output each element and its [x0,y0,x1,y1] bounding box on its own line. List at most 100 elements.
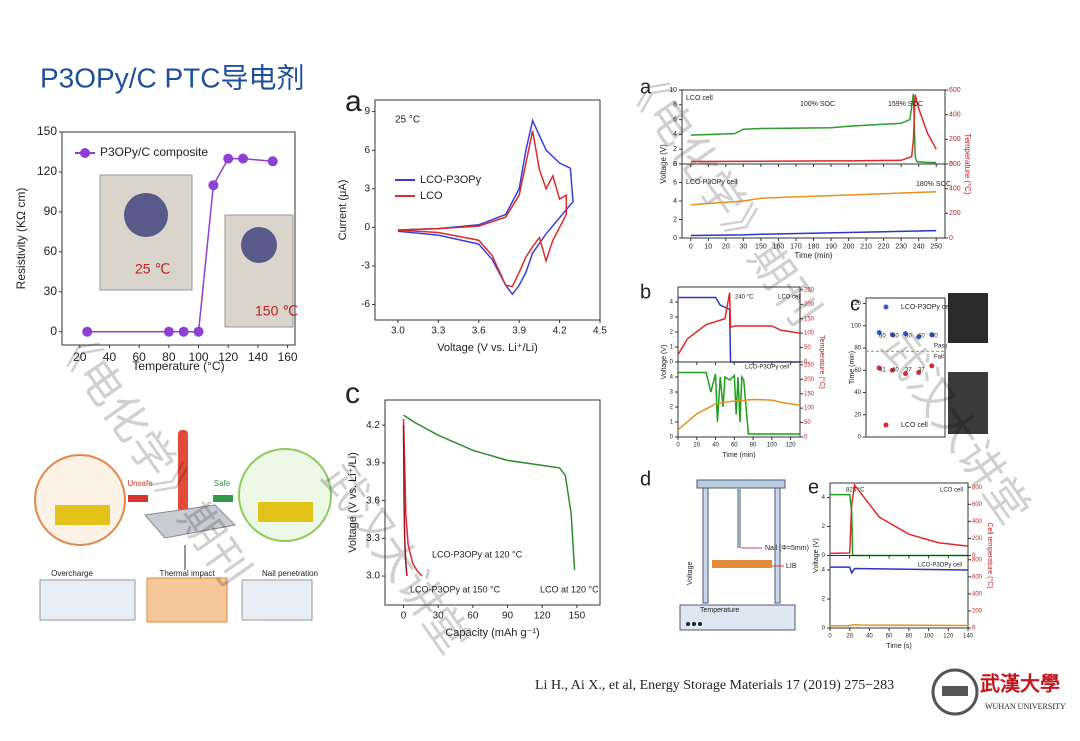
x-tick-label: 230 [895,243,907,250]
electrode [55,505,110,525]
y2-tick-label: 100 [804,331,815,337]
plot-frame [374,99,601,321]
plot-frame [677,361,801,438]
y2-tick-label: 0 [804,435,808,441]
y2-tick-label: 0 [949,235,953,242]
x-tick-label: 4.2 [553,326,567,337]
annotation: 100% SOC [800,101,835,108]
x-tick-label: 30 [433,611,445,622]
annotation: LCO cell [940,488,963,494]
slide-title: P3OPy/C PTC导电剂 [40,62,304,93]
scheme-label: Safe [214,479,231,488]
series-label: LCO-P3OPy at 120 °C [432,549,523,559]
x-tick-label: 160 [278,350,298,364]
setup-label: Nail (Φ=5mm) [765,545,809,552]
y2-tick-label: 200 [949,210,961,217]
legend-label: LCO-P3OPy cell [901,304,953,311]
y2-tick-label: 200 [804,302,815,308]
photo-logo [241,227,277,263]
y-tick-label: -3 [361,261,370,272]
y2-tick-label: 600 [972,574,983,580]
arrow-unsafe [128,495,148,502]
y-tick-label: 60 [854,368,861,374]
series-line [397,130,568,288]
x-tick-label: 10 [704,243,712,250]
y-tick-label: 2 [673,216,677,223]
frame-rod [774,487,781,604]
y-tick-label: 2 [822,524,826,530]
annotation: 25 °C [395,115,420,126]
y2-tick-label: 600 [972,502,983,508]
y-axis-label: Resistivity (KΩ cm) [14,188,28,290]
x-tick-label: 4.5 [593,326,607,337]
x-tick-label: 40 [103,350,117,364]
series-line [690,229,937,237]
y2-axis-label: Cell temperature (°C) [986,522,994,588]
dot [686,622,690,626]
nail [737,488,741,548]
annotation: 25 ℃ [135,261,170,277]
y-tick-label: 40 [854,390,861,396]
panel-letter: d [640,468,651,490]
series-line [830,566,969,575]
x-tick-label: 3.6 [472,326,486,337]
setup-label: LIB [786,563,797,570]
x-tick-label: 0 [689,243,693,250]
y-tick-label: 0 [822,626,826,632]
y-tick-label: 0 [673,235,677,242]
y-axis-label: Voltage (V) [813,538,820,573]
y-tick-label: 1 [670,345,674,351]
series-line [678,371,800,435]
lib [712,560,772,568]
annotation: LCO-P3OPy cell [918,563,962,569]
annotation: 180% SOC [916,181,951,188]
x-tick-label: 20 [846,633,853,639]
y2-tick-label: 150 [804,316,815,322]
y-tick-label: 2 [670,405,674,411]
x-tick-label: 30 [739,243,747,250]
y-tick-label: 4 [670,300,674,306]
frame-rod [702,487,709,604]
y2-axis-label: Temperature (°C) [963,133,972,195]
x-tick-label: 240 [913,243,925,250]
x-tick-label: 190 [825,243,837,250]
y-tick-label: 4.2 [366,420,380,431]
y2-tick-label: 250 [804,362,815,368]
frame-top [696,479,786,489]
series-label: LCO-P3OPy at 150 °C [410,584,501,594]
y-axis-label: Voltage (V) [659,144,668,184]
x-tick-label: 140 [248,350,268,364]
y-tick-label: 150 [37,124,57,138]
annotation: 37 [918,368,925,374]
safe-circle [238,448,332,542]
annotation: 37 [905,368,912,374]
panel-letter: b [640,281,651,303]
y-axis-label: Time (min) [849,351,856,384]
x-tick-label: 0 [401,611,407,622]
point [208,180,219,191]
y-tick-label: 120 [37,164,57,178]
y-tick-label: 0 [673,161,677,168]
point [929,332,935,338]
series-line [403,414,576,570]
arrow-safe [213,495,233,502]
series-label: LCO at 120 °C [540,584,599,594]
y-tick-label: 3.6 [366,495,380,506]
plot-frame [61,131,296,346]
y2-tick-label: 800 [972,557,983,563]
photo [948,372,988,434]
y-tick-label: 6 [673,116,677,123]
point [267,156,278,167]
y-tick-label: 9 [364,106,370,117]
logo-building [942,686,968,696]
x-tick-label: 60 [467,611,479,622]
x-tick-label: 60 [886,633,893,639]
x-tick-label: 20 [722,243,730,250]
x-tick-label: 120 [786,442,797,448]
legend-marker [80,148,90,158]
y-tick-label: 3 [670,315,674,321]
annotation: Pass [934,344,947,350]
y-tick-label: 4 [673,198,677,205]
y2-tick-label: 600 [949,87,961,94]
y-tick-label: 60 [44,244,58,258]
